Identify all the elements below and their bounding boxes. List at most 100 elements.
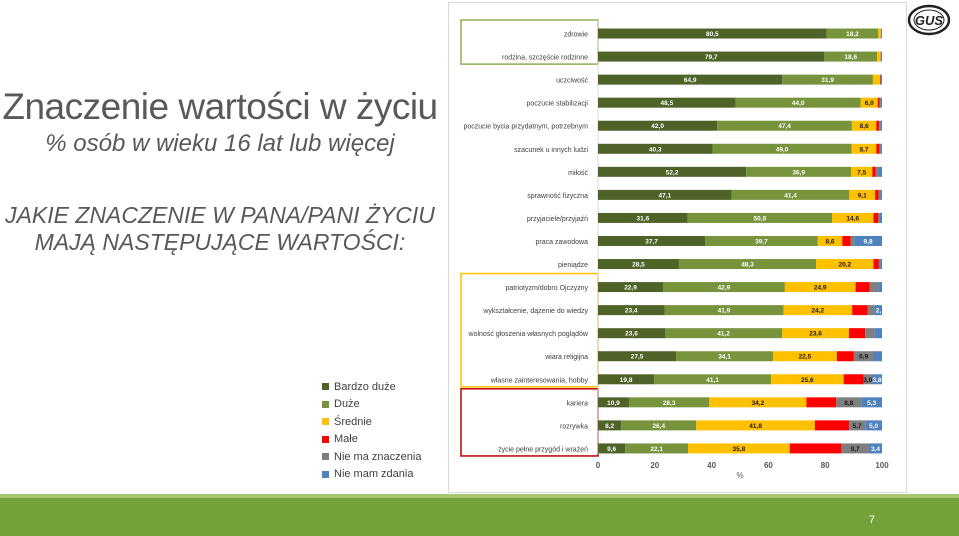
bar-segment-średnie xyxy=(860,97,878,108)
legend-item-srednie: Średnie xyxy=(322,413,442,431)
data-label: 9,7 xyxy=(851,446,860,453)
category-label: pieniądze xyxy=(558,262,588,269)
logo-text: GUS xyxy=(915,13,944,28)
footer-accent-line xyxy=(0,494,959,498)
data-label: 23,4 xyxy=(625,308,638,315)
bar-segment-średnie xyxy=(851,166,873,177)
bar-segment-bardzo-duże xyxy=(598,397,629,408)
bar-segment-małe xyxy=(876,143,880,154)
category-label: przyjaciele/przyjaźń xyxy=(527,216,588,223)
data-label: 8,7 xyxy=(859,146,868,153)
bar-segment-średnie xyxy=(783,305,853,316)
bar-segment-nie-mam-zdania xyxy=(881,51,882,62)
data-label: 22,5 xyxy=(799,354,812,361)
data-label: 2, xyxy=(876,308,882,315)
bar-segment-nie-mam-zdania xyxy=(881,74,882,85)
bar-segment-duże xyxy=(654,374,771,385)
survey-question: JAKIE ZNACZENIE W PANA/PANI ŻYCIU MAJĄ N… xyxy=(0,202,440,256)
bar-segment-średnie xyxy=(688,443,790,454)
bar-segment-nie-ma-znaczenia xyxy=(879,143,881,154)
bar-segment-duże xyxy=(664,305,784,316)
category-label: praca zawodowa xyxy=(535,239,588,246)
bar-segment-duże xyxy=(717,120,852,131)
bar-segment-nie-mam-zdania xyxy=(881,28,882,39)
bar-segment-małe xyxy=(855,282,870,293)
data-label: 50,8 xyxy=(754,215,767,222)
data-label: 44,0 xyxy=(792,100,805,107)
bar-segment-małe xyxy=(876,120,880,131)
bar-segment-duże xyxy=(712,143,852,154)
legend-swatch xyxy=(322,418,329,426)
data-label: 34,2 xyxy=(752,400,765,407)
data-label: 5,0 xyxy=(869,423,878,430)
bar-segment-bardzo-duże xyxy=(598,305,665,316)
bar-segment-duże xyxy=(625,443,689,454)
legend-item-bardzo-duze: Bardzo duże xyxy=(322,378,442,396)
bar-segment-nie-ma-znaczenia xyxy=(849,420,866,431)
data-label: 28,3 xyxy=(663,400,676,407)
data-label: 48,5 xyxy=(661,100,674,107)
data-label: 37,7 xyxy=(645,238,658,245)
legend-item-duze: Duże xyxy=(322,396,442,414)
data-label: 9,1 xyxy=(858,192,867,199)
bar-segment-nie-ma-znaczenia xyxy=(879,97,881,108)
bar-segment-średnie xyxy=(851,143,877,154)
bar-segment-nie-ma-znaczenia xyxy=(850,235,855,246)
category-label: sprawność fizyczna xyxy=(527,193,588,200)
bar-segment-duże xyxy=(628,397,710,408)
data-label: 41,8 xyxy=(749,423,762,430)
bar-segment-nie-ma-znaczenia xyxy=(878,259,881,270)
data-label: 34,1 xyxy=(718,354,731,361)
bar-segment-bardzo-duże xyxy=(598,420,622,431)
bar-segment-duże xyxy=(676,351,773,362)
bar-segment-nie-ma-znaczenia xyxy=(865,328,875,339)
bar-segment-nie-mam-zdania xyxy=(865,420,882,431)
bar-segment-nie-mam-zdania xyxy=(868,443,882,454)
legend-label: Nie ma znaczenia xyxy=(334,450,422,463)
data-label: 40,3 xyxy=(649,146,662,153)
data-label: 6,0 xyxy=(865,100,874,107)
category-label: szacunek u innych ludzi xyxy=(514,147,588,154)
bar-segment-średnie xyxy=(782,328,850,339)
x-tick-label: 80 xyxy=(821,461,830,470)
bar-segment-duże xyxy=(746,166,852,177)
bar-segment-nie-mam-zdania xyxy=(878,166,882,177)
bar-segment-bardzo-duże xyxy=(598,120,718,131)
bar-segment-nie-mam-zdania xyxy=(874,305,882,316)
data-label: 24,9 xyxy=(814,285,827,292)
page-number: 7 xyxy=(868,514,875,526)
bar-segment-małe xyxy=(872,166,876,177)
category-label: rodzina, szczęście rodzinne xyxy=(502,55,588,62)
data-label: 6,9 xyxy=(859,354,868,361)
bar-segment-małe xyxy=(852,305,868,316)
legend-label: Małe xyxy=(334,433,358,446)
category-label: miłość xyxy=(568,170,588,177)
legend-swatch xyxy=(322,453,329,461)
legend-item-nie-mam-zdania: Nie mam zdania xyxy=(322,466,442,484)
bar-segment-nie-ma-znaczenia xyxy=(841,443,869,454)
data-label: 8,6 xyxy=(826,238,835,245)
bar-segment-średnie xyxy=(696,420,815,431)
bar-segment-bardzo-duże xyxy=(598,351,677,362)
x-tick-label: 60 xyxy=(764,461,773,470)
bar-segment-duże xyxy=(678,259,817,270)
bar-segment-nie-ma-znaczenia xyxy=(853,351,874,362)
data-label: 8,8 xyxy=(844,400,853,407)
bar-segment-duże xyxy=(735,97,861,108)
data-label: 8,6 xyxy=(860,123,869,130)
bar-segment-małe xyxy=(789,443,842,454)
bar-segment-nie-mam-zdania xyxy=(872,374,882,385)
category-label: uczciwość xyxy=(556,78,588,85)
bar-segment-duże xyxy=(731,189,850,200)
bar-segment-duże xyxy=(705,235,818,246)
data-label: 3,0 xyxy=(863,377,872,384)
data-label: 36,9 xyxy=(792,169,805,176)
bar-segment-nie-mam-zdania xyxy=(880,189,882,200)
bar-segment-średnie xyxy=(772,351,837,362)
data-label: 35,8 xyxy=(733,446,746,453)
bar-segment-nie-ma-znaczenia xyxy=(878,212,881,223)
question-line-2: MAJĄ NASTĘPUJĄCE WARTOŚCI: xyxy=(34,229,406,255)
legend-item-male: Małe xyxy=(322,431,442,449)
bar-segment-średnie xyxy=(849,189,876,200)
data-label: 39,7 xyxy=(755,238,768,245)
